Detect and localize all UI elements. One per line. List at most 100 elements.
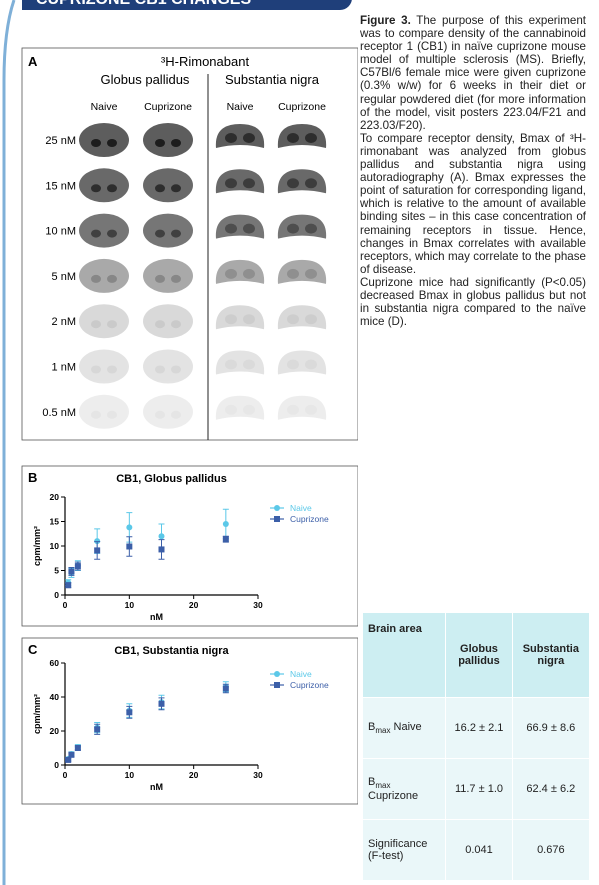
legend-label: Cuprizone (290, 680, 329, 690)
brain-section (79, 168, 129, 202)
column-label: Cuprizone (278, 101, 326, 113)
data-point (126, 709, 132, 715)
x-tick-label: 20 (189, 770, 199, 780)
tissue-core (287, 178, 299, 188)
tissue-core (155, 139, 165, 147)
caption-paragraph: Figure 3. The purpose of this experiment… (360, 14, 586, 132)
tissue (143, 123, 193, 157)
panel-label: C (28, 642, 38, 657)
tissue-core (287, 269, 299, 279)
brain-section (143, 304, 193, 338)
brain-section (143, 214, 193, 248)
tissue-core (91, 320, 101, 328)
tissue-core (243, 178, 255, 188)
tissue-core (107, 411, 117, 419)
y-tick-label: 20 (50, 726, 60, 736)
column-label: Naive (91, 101, 118, 113)
tissue-core (243, 224, 255, 234)
figure-caption: Figure 3. The purpose of this experiment… (360, 14, 586, 328)
caption-paragraph: Cuprizone mice had significantly (P<0.05… (360, 276, 586, 328)
x-tick-label: 20 (189, 600, 199, 610)
tissue-core (287, 133, 299, 143)
y-tick-label: 5 (54, 566, 59, 576)
tissue-core (107, 275, 117, 283)
row-label: 15 nM (45, 180, 76, 192)
tissue-core (287, 314, 299, 324)
tissue-core (225, 178, 237, 188)
legend-label: Cuprizone (290, 514, 329, 524)
legend-marker (274, 671, 280, 677)
subscript: max (375, 726, 390, 735)
data-point (94, 547, 100, 553)
legend-label: Naive (290, 503, 312, 513)
tissue-core (225, 269, 237, 279)
tissue-core (171, 139, 181, 147)
tissue-core (305, 405, 317, 415)
tissue-core (225, 405, 237, 415)
tissue-core (155, 366, 165, 374)
tissue-core (305, 360, 317, 370)
tissue-core (171, 366, 181, 374)
tissue-core (155, 275, 165, 283)
legend-marker (274, 505, 280, 511)
row-label: BmaxCuprizone (363, 759, 446, 820)
tissue-core (107, 184, 117, 192)
tissue (79, 214, 129, 248)
header-cell: Brain area (363, 613, 446, 698)
tissue-core (305, 269, 317, 279)
data-point (94, 726, 100, 732)
y-axis-label: cpm/mm² (32, 694, 42, 734)
tissue-core (243, 269, 255, 279)
tissue-core (91, 139, 101, 147)
y-tick-label: 40 (50, 692, 60, 702)
y-tick-label: 0 (54, 590, 59, 600)
label: Cuprizone (368, 790, 418, 802)
data-point (65, 757, 71, 763)
x-axis-label: nM (150, 612, 163, 622)
tissue (79, 259, 129, 293)
caption-label: Figure 3. (360, 14, 411, 27)
data-point (68, 752, 74, 758)
brain-section (79, 214, 129, 248)
tissue-core (225, 133, 237, 143)
x-axis-label: nM (150, 782, 163, 792)
brain-section (143, 350, 193, 384)
tissue-core (155, 184, 165, 192)
tissue (79, 123, 129, 157)
row-label: 2 nM (52, 316, 76, 328)
tissue-core (225, 314, 237, 324)
caption-paragraph: To compare receptor density, Bmax of ³H-… (360, 132, 586, 276)
caption-text: The purpose of this experiment was to co… (360, 14, 586, 132)
tissue-core (155, 230, 165, 238)
header-cell: Substantia nigra (512, 613, 589, 698)
x-tick-label: 30 (253, 770, 263, 780)
tissue-core (107, 139, 117, 147)
header-cell: Globus pallidus (446, 613, 512, 698)
tissue-core (171, 230, 181, 238)
tissue-core (91, 411, 101, 419)
tissue-core (305, 178, 317, 188)
tissue-core (225, 224, 237, 234)
legend-marker (274, 516, 280, 522)
legend-marker (274, 682, 280, 688)
tissue (143, 304, 193, 338)
tissue (79, 304, 129, 338)
data-point (126, 543, 132, 549)
y-tick-label: 60 (50, 658, 60, 668)
data-point (75, 563, 81, 569)
data-point (223, 521, 229, 527)
row-label: Significance (F-test) (363, 820, 446, 881)
row-label: Bmax Naive (363, 698, 446, 759)
tissue-core (225, 360, 237, 370)
row-label: 1 nM (52, 362, 76, 374)
tissue-core (243, 133, 255, 143)
tissue (143, 395, 193, 429)
brain-section (79, 304, 129, 338)
poster-section: CUPRIZONE CB1 CHANGES A ³H-Rimonabant Gl… (0, 0, 599, 885)
panel-title: ³H-Rimonabant (161, 54, 250, 69)
cell: 0.041 (446, 820, 512, 881)
tissue-core (243, 405, 255, 415)
data-point (223, 686, 229, 692)
tissue-core (107, 320, 117, 328)
tissue-core (91, 230, 101, 238)
